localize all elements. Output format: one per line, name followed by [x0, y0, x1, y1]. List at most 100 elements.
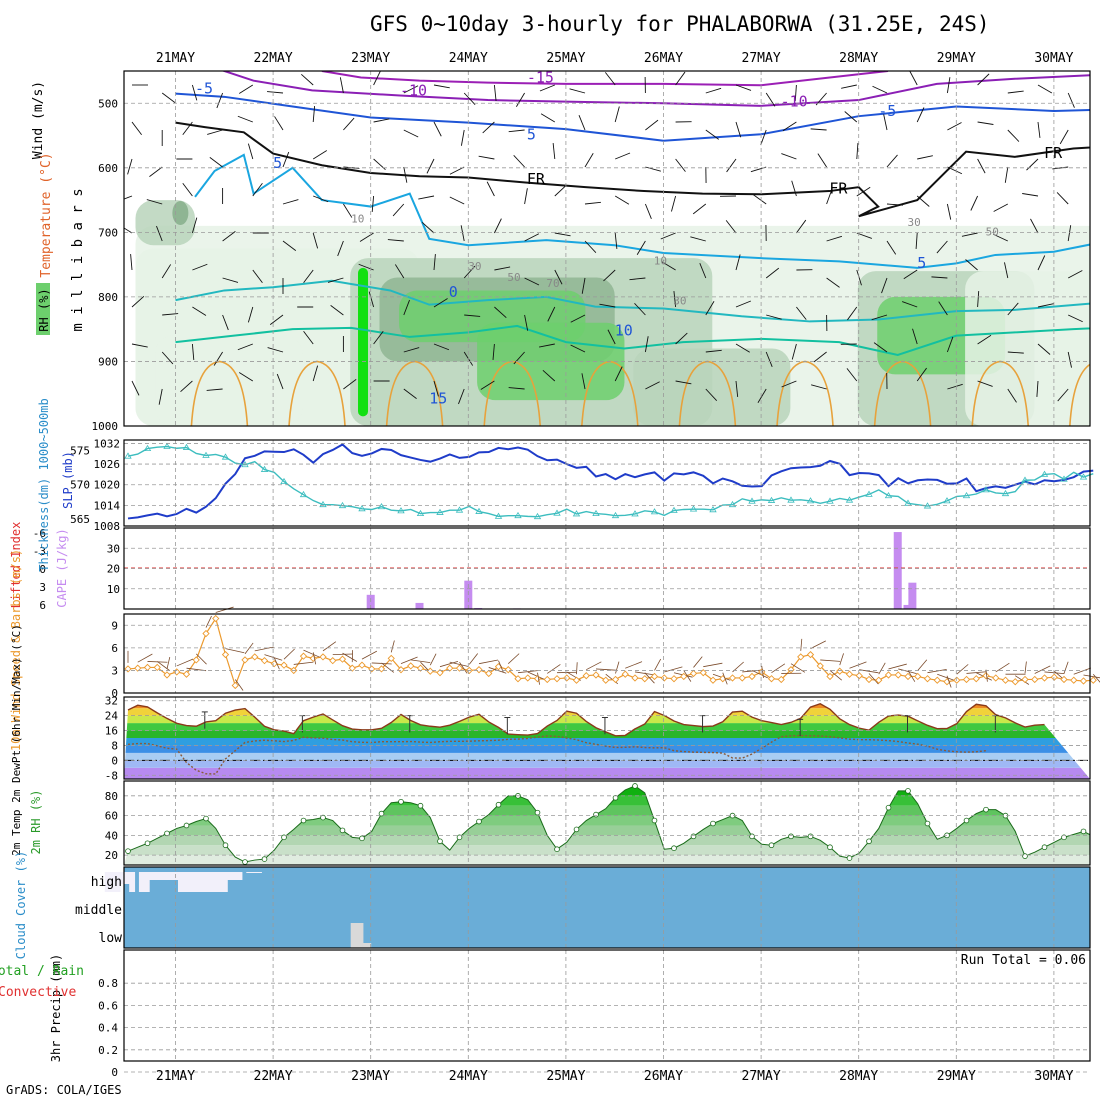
- wind-speed-point-16: [280, 661, 288, 669]
- panel-frame-precip: [123, 949, 1091, 1062]
- rh-band-5: [124, 805, 1090, 816]
- wind-barb-165: [671, 195, 677, 212]
- rh-tick-2: 60: [105, 810, 118, 823]
- date-label-top-6: 27MAY: [742, 51, 781, 66]
- contour-label-11: 0: [449, 283, 458, 301]
- precip-legend-total: Total / Rain: [0, 964, 84, 979]
- wind-barb-279: [1067, 92, 1075, 108]
- wind-barb-91: [433, 121, 442, 137]
- wind-barb-178: [705, 349, 722, 353]
- rh-tick-1: 40: [105, 829, 118, 842]
- wind-barb-10m-24: [361, 650, 378, 660]
- wind-speed-point-50: [611, 675, 620, 684]
- wind-barb-264: [993, 203, 1009, 212]
- rh-point-0: [125, 848, 131, 854]
- wind-barb-154: [645, 119, 659, 131]
- wind-speed-point-91: [1011, 678, 1019, 686]
- wind-barb-120: [524, 188, 528, 205]
- wind-barb-253: [977, 121, 994, 125]
- thickness-marker-78: [884, 491, 893, 499]
- wind-speed-point-34: [455, 664, 464, 672]
- chart-title: GFS 0~10day 3-hourly for PHALABORWA (31.…: [370, 12, 990, 36]
- rh-point-18: [300, 817, 307, 824]
- temp-tick-5: 32: [105, 695, 118, 708]
- wind-barb-10m-19: [312, 652, 317, 665]
- isotherm-10: [175, 324, 1090, 357]
- rh-point-46: [573, 826, 580, 833]
- wind-speed-point-71: [816, 662, 824, 670]
- wind-barb-45: [267, 91, 284, 94]
- wind-barb-166: [660, 232, 676, 240]
- precip-legend-convective: Convective: [0, 985, 76, 1000]
- wind-barb-75: [371, 195, 375, 212]
- date-label-top-0: 21MAY: [156, 51, 195, 66]
- wind-barb-85: [387, 239, 404, 242]
- wind-barb-265: [993, 233, 1008, 242]
- wind-barb-201: [791, 180, 797, 197]
- cloud-low-block-1: [362, 943, 372, 948]
- wind-barb-63: [339, 77, 344, 94]
- rh-point-82: [924, 820, 931, 827]
- wind-barb-10m-27: [390, 640, 395, 653]
- thickness-marker-26: [377, 502, 386, 510]
- contour-label-15: 30: [908, 216, 921, 229]
- wind-barb-219: [856, 186, 871, 197]
- contour-label-1: -10: [400, 82, 427, 100]
- wind-barb-148: [614, 232, 618, 249]
- wind-speed-point-96: [1060, 675, 1068, 684]
- wind-barb-205: [791, 343, 797, 360]
- wind-barb-114: [494, 306, 507, 319]
- wind-barb-49: [282, 240, 297, 251]
- wind-barb-10m-99: [1092, 673, 1100, 683]
- wind-speed-point-75: [855, 672, 863, 680]
- temp-tick-1: 0: [111, 754, 118, 767]
- wind-barb-73: [373, 118, 390, 123]
- wind-barb-268: [1007, 351, 1024, 354]
- wind-barb-126: [539, 84, 555, 92]
- contour-label-21: 70: [546, 277, 559, 290]
- wind-barb-216: [841, 84, 857, 89]
- date-label-bottom-8: 29MAY: [937, 1069, 976, 1084]
- thickness-marker-42: [533, 512, 542, 520]
- wind-barb-10m-1: [137, 653, 153, 663]
- wind-speed-point-98: [1079, 677, 1088, 685]
- wind-barb-88: [403, 347, 420, 353]
- wind-barb-200: [781, 153, 797, 160]
- wind-barb-47: [282, 151, 290, 168]
- rh-band-0: [124, 855, 1090, 865]
- thickness-marker-70: [806, 497, 815, 504]
- slp-tick-2: 1020: [94, 479, 121, 492]
- wind-speed-point-40: [514, 675, 522, 683]
- wind-barb-24: [192, 306, 207, 316]
- wind-barb-199: [782, 121, 797, 132]
- wind-barb-98: [433, 380, 439, 397]
- wind-speed-point-37: [485, 669, 493, 678]
- rh-point-86: [963, 817, 970, 824]
- slp-label-slp: SLP (mb): [61, 451, 75, 509]
- wind-barb-238: [915, 232, 918, 249]
- cloud-high-block-4: [148, 872, 179, 880]
- isotherm--15: [321, 71, 889, 87]
- wind-barb-243: [946, 77, 951, 94]
- thickness-marker-56: [670, 506, 678, 513]
- wind-barb-10m-84: [946, 675, 952, 688]
- wind-barb-229: [886, 240, 897, 255]
- date-label-top-7: 28MAY: [839, 51, 878, 66]
- wind-barb-11: [149, 166, 163, 177]
- wind-barb-10m-78: [888, 663, 907, 670]
- wind-barb-7: [131, 343, 148, 348]
- ua-label-temp: Temperature (°C): [39, 152, 54, 277]
- contour-label-20: 50: [507, 271, 520, 284]
- cloud-label: Cloud Cover (%): [14, 851, 28, 959]
- wind-barb-99: [463, 92, 476, 106]
- ua-label-rh: RH (%): [37, 288, 51, 331]
- thickness-marker-32: [436, 508, 444, 515]
- wind-speed-point-82: [923, 675, 932, 683]
- warm-contour-0: [190, 360, 249, 426]
- upper-tick-5: 1000: [92, 420, 119, 433]
- wind-barb-10m-43: [547, 664, 561, 674]
- wind-speed-point-22: [338, 655, 347, 663]
- wind-barb-214: [813, 351, 827, 363]
- wind-speed-point-56: [670, 675, 678, 683]
- wind-speed-point-24: [358, 661, 366, 669]
